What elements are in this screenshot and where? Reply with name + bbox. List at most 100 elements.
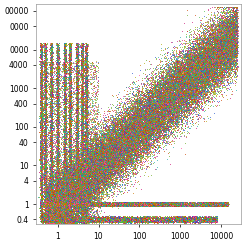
Point [201, 65, 205, 69]
Point [63, 105, 67, 109]
Point [43, 91, 47, 95]
Point [212, 204, 216, 208]
Point [107, 159, 110, 163]
Point [209, 204, 213, 208]
Point [163, 132, 167, 135]
Point [182, 94, 185, 98]
Point [135, 154, 139, 158]
Point [74, 164, 78, 168]
Point [169, 105, 173, 109]
Point [52, 144, 56, 148]
Point [56, 45, 60, 49]
Point [174, 100, 178, 104]
Point [79, 196, 83, 200]
Point [49, 169, 52, 173]
Point [80, 156, 84, 159]
Point [83, 196, 86, 199]
Point [150, 217, 154, 221]
Point [143, 86, 147, 90]
Point [56, 208, 60, 212]
Point [42, 160, 46, 164]
Point [80, 216, 84, 220]
Point [181, 82, 185, 86]
Point [80, 100, 84, 104]
Point [76, 204, 80, 208]
Point [191, 202, 195, 206]
Point [100, 180, 104, 184]
Point [153, 120, 157, 124]
Point [49, 99, 53, 103]
Point [211, 27, 215, 31]
Point [56, 199, 60, 203]
Point [220, 74, 224, 77]
Point [77, 76, 81, 80]
Point [234, 55, 238, 59]
Point [229, 43, 233, 47]
Point [117, 141, 121, 145]
Point [176, 71, 180, 75]
Point [57, 189, 61, 193]
Point [84, 185, 88, 189]
Point [47, 221, 51, 225]
Point [124, 101, 128, 105]
Point [174, 61, 178, 65]
Point [96, 185, 100, 189]
Point [161, 217, 165, 221]
Point [126, 142, 130, 146]
Point [71, 197, 74, 201]
Point [211, 53, 215, 57]
Point [177, 88, 181, 92]
Point [226, 54, 230, 58]
Point [40, 93, 44, 97]
Point [135, 151, 139, 155]
Point [105, 162, 109, 166]
Point [66, 197, 70, 201]
Point [218, 45, 221, 49]
Point [56, 212, 60, 216]
Point [225, 16, 229, 20]
Point [177, 106, 181, 110]
Point [81, 88, 85, 92]
Point [71, 178, 75, 182]
Point [185, 99, 189, 103]
Point [148, 160, 152, 164]
Point [61, 75, 65, 79]
Point [107, 176, 110, 180]
Point [74, 206, 77, 210]
Point [80, 173, 84, 177]
Point [74, 58, 78, 62]
Point [38, 200, 42, 204]
Point [213, 220, 217, 224]
Point [96, 170, 100, 174]
Point [69, 217, 73, 221]
Point [84, 106, 88, 110]
Point [223, 34, 227, 38]
Point [54, 197, 58, 201]
Point [234, 9, 238, 12]
Point [40, 100, 44, 104]
Point [186, 76, 190, 80]
Point [83, 89, 87, 93]
Point [73, 72, 76, 76]
Point [113, 220, 117, 224]
Point [109, 156, 113, 159]
Point [62, 192, 66, 196]
Point [200, 76, 204, 80]
Point [188, 73, 192, 77]
Point [75, 96, 79, 100]
Point [39, 196, 43, 200]
Point [187, 216, 191, 220]
Point [135, 114, 139, 118]
Point [126, 136, 130, 140]
Point [178, 80, 182, 84]
Point [76, 201, 80, 205]
Point [84, 108, 87, 112]
Point [192, 46, 196, 50]
Point [82, 158, 86, 161]
Point [104, 217, 108, 221]
Point [46, 205, 50, 208]
Point [49, 86, 52, 90]
Point [44, 160, 48, 164]
Point [60, 210, 64, 214]
Point [66, 63, 70, 67]
